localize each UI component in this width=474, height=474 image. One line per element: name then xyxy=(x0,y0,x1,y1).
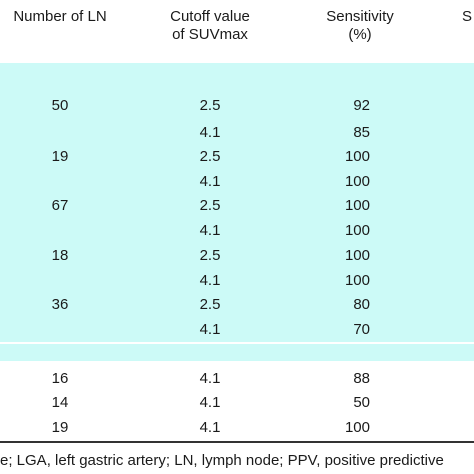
cell-cutoff: 2.5 xyxy=(199,296,221,313)
cell-cutoff: 4.1 xyxy=(199,419,221,436)
header-sensitivity-line1: Sensitivity xyxy=(326,8,394,25)
cell-sensitivity: 100 xyxy=(344,272,370,289)
cell-cutoff: 2.5 xyxy=(199,148,221,165)
cell-ln: 19 xyxy=(51,148,69,165)
header-cutoff: Cutoff value of SUVmax xyxy=(150,8,270,44)
header-cutoff-line1: Cutoff value xyxy=(170,8,250,25)
cell-sensitivity: 80 xyxy=(353,296,370,313)
cell-sensitivity: 100 xyxy=(344,222,370,239)
cell-sensitivity: 100 xyxy=(344,419,370,436)
cell-cutoff: 2.5 xyxy=(199,247,221,264)
cell-sensitivity: 92 xyxy=(353,97,370,114)
cell-ln: 16 xyxy=(51,370,69,387)
table-band-bottom xyxy=(0,344,474,361)
cell-ln: 14 xyxy=(51,394,69,411)
cell-ln: 18 xyxy=(51,247,69,264)
cell-sensitivity: 88 xyxy=(353,370,370,387)
cell-sensitivity: 100 xyxy=(344,173,370,190)
cell-sensitivity: 100 xyxy=(344,148,370,165)
cell-sensitivity: 85 xyxy=(353,124,370,141)
table-bottom-rule xyxy=(0,441,474,443)
cell-sensitivity: 70 xyxy=(353,321,370,338)
table-footnote: e; LGA, left gastric artery; LN, lymph n… xyxy=(0,452,444,469)
cell-ln: 67 xyxy=(51,197,69,214)
cell-sensitivity: 100 xyxy=(344,197,370,214)
cell-cutoff: 4.1 xyxy=(199,173,221,190)
cell-cutoff: 4.1 xyxy=(199,394,221,411)
header-cutoff-line2: of SUVmax xyxy=(172,26,248,43)
cell-cutoff: 4.1 xyxy=(199,222,221,239)
header-clipped-column: S xyxy=(462,8,474,26)
header-sensitivity: Sensitivity (%) xyxy=(310,8,410,44)
cell-ln: 36 xyxy=(51,296,69,313)
cell-ln: 19 xyxy=(51,419,69,436)
cell-cutoff: 4.1 xyxy=(199,272,221,289)
cell-sensitivity: 50 xyxy=(353,394,370,411)
cell-cutoff: 2.5 xyxy=(199,197,221,214)
cell-sensitivity: 100 xyxy=(344,247,370,264)
header-sensitivity-line2: (%) xyxy=(348,26,372,43)
header-clipped-text: S xyxy=(462,8,473,25)
cell-cutoff: 4.1 xyxy=(199,370,221,387)
header-number-of-ln-text: Number of LN xyxy=(13,8,107,25)
table-band-top xyxy=(0,63,474,342)
cell-cutoff: 2.5 xyxy=(199,97,221,114)
header-number-of-ln: Number of LN xyxy=(0,8,120,26)
cell-cutoff: 4.1 xyxy=(199,321,221,338)
cell-ln: 50 xyxy=(51,97,69,114)
cell-cutoff: 4.1 xyxy=(199,124,221,141)
